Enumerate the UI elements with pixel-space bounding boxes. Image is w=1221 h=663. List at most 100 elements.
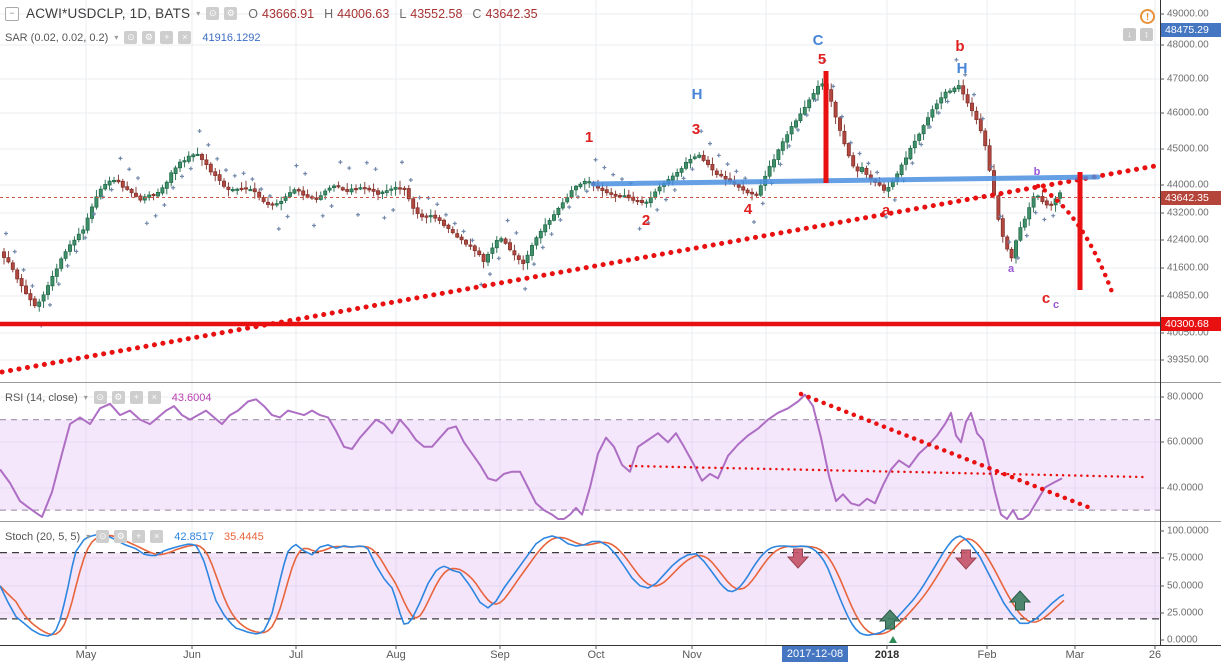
price-axis-label: 40.0000 <box>1167 482 1204 494</box>
collapse-icon[interactable]: − <box>5 6 19 21</box>
axis-marker-icon <box>889 636 897 643</box>
price-badge: 48475.29 <box>1161 23 1221 37</box>
time-axis-label: Jun <box>183 649 201 661</box>
wave-label: H <box>692 86 703 103</box>
price-axis-label: 45000.00 <box>1167 143 1209 155</box>
price-axis-label: 42400.00 <box>1167 234 1209 246</box>
hide-icon[interactable]: ⊙ <box>93 391 107 404</box>
rsi-value: 43.6004 <box>171 391 212 404</box>
wave-label: 2 <box>642 212 650 229</box>
price-axis-label: 43200.00 <box>1167 207 1209 219</box>
price-axis-label: 46000.00 <box>1167 107 1209 119</box>
time-axis-label: Nov <box>682 649 702 661</box>
symbol-legend: − ACWI*USDCLP, 1D, BATS ▾ ⊙ ⚙ O 43666.91… <box>5 6 538 21</box>
price-axis-label: 49000.00 <box>1167 8 1209 20</box>
close-icon[interactable]: × <box>147 391 161 404</box>
sar-legend: SAR (0.02, 0.02, 0.2) ▾ ⊙ ⚙ + × 41916.12… <box>5 31 260 44</box>
settings-icon[interactable]: ⚙ <box>142 31 156 44</box>
hide-icon[interactable]: ⊙ <box>124 31 138 44</box>
sar-caret-icon[interactable]: ▾ <box>114 33 119 42</box>
symbol-title[interactable]: ACWI*USDCLP, 1D, BATS <box>26 6 191 21</box>
close-icon[interactable]: × <box>150 530 164 543</box>
time-axis-label: Sep <box>490 649 510 661</box>
stoch-d-value: 35.4445 <box>224 530 264 543</box>
time-axis-label: Aug <box>386 649 406 661</box>
time-axis-label: Feb <box>977 649 997 661</box>
wave-label: b <box>955 38 964 55</box>
stoch-legend: Stoch (20, 5, 5) ▾ ⊙ ⚙ + × 42.8517 35.44… <box>5 530 264 543</box>
scale-reset-icon[interactable]: ↕ <box>1140 28 1153 41</box>
selected-date-badge: 2017-12-08 <box>782 646 848 662</box>
wave-label: 4 <box>744 201 753 218</box>
wave-label: a <box>1008 263 1015 275</box>
time-axis-label: Jul <box>288 649 304 661</box>
price-badge: 43642.35 <box>1161 191 1221 205</box>
hide-icon[interactable]: ⊙ <box>96 530 110 543</box>
drawings-layer <box>0 71 1160 375</box>
price-badge: 40300.68 <box>1161 317 1221 331</box>
wave-label: H <box>957 60 968 77</box>
price-axis-label: 60.0000 <box>1167 436 1204 448</box>
price-axis-label: 75.0000 <box>1167 552 1204 564</box>
wave-label: a <box>882 202 891 219</box>
close-icon[interactable]: × <box>178 31 192 44</box>
signal-arrow-down <box>954 549 978 570</box>
frame-layer <box>0 0 1221 649</box>
price-axis-label: 48000.00 <box>1167 39 1209 51</box>
sar-value: 41916.1292 <box>202 31 261 44</box>
wave-label: c <box>1042 290 1050 307</box>
stoch-k-value: 42.8517 <box>174 530 214 543</box>
price-axis-label: 39350.00 <box>1167 354 1209 366</box>
close-label: C <box>472 6 482 21</box>
stoch-layer <box>0 534 1065 637</box>
scale-down-icon[interactable]: ↓ <box>1123 28 1136 41</box>
time-axis-label: Mar <box>1065 649 1085 661</box>
settings-icon[interactable]: ⚙ <box>224 7 238 20</box>
time-axis-label: Oct <box>587 649 605 661</box>
settings-icon[interactable]: ⚙ <box>111 391 125 404</box>
time-axis-label: May <box>75 649 97 661</box>
price-axis-label: 44000.00 <box>1167 179 1209 191</box>
rsi-title[interactable]: RSI (14, close) <box>5 391 78 404</box>
price-axis-label: 47000.00 <box>1167 73 1209 85</box>
low-value: 43552.58 <box>410 6 463 21</box>
rsi-legend: RSI (14, close) ▾ ⊙ ⚙ + × 43.6004 <box>5 391 212 404</box>
data-warning-icon[interactable]: ! <box>1140 9 1155 24</box>
price-axis-label: 50.0000 <box>1167 580 1204 592</box>
high-value: 44006.63 <box>337 6 390 21</box>
time-axis-label: 26 <box>1148 649 1162 661</box>
price-axis-label: 25.0000 <box>1167 607 1204 619</box>
price-axis-label: 40850.00 <box>1167 290 1209 302</box>
open-value: 43666.91 <box>262 6 315 21</box>
wave-label: 5 <box>818 51 826 68</box>
candles-layer <box>2 78 1062 312</box>
settings-icon[interactable]: ⚙ <box>114 530 128 543</box>
price-axis-label: 41600.00 <box>1167 262 1209 274</box>
symbol-caret-icon[interactable]: ▾ <box>196 9 201 18</box>
signal-arrow-up <box>878 609 902 630</box>
stoch-title[interactable]: Stoch (20, 5, 5) <box>5 530 81 543</box>
price-axis-label: 100.0000 <box>1167 525 1209 537</box>
stoch-caret-icon[interactable]: ▾ <box>86 532 91 541</box>
wave-label: 3 <box>692 121 700 138</box>
hide-icon[interactable]: ⊙ <box>206 7 220 20</box>
high-label: H <box>324 6 334 21</box>
add-icon[interactable]: + <box>129 391 143 404</box>
low-label: L <box>399 6 407 21</box>
rsi-caret-icon[interactable]: ▾ <box>83 393 88 402</box>
wave-label: c <box>1053 299 1059 311</box>
sar-title[interactable]: SAR (0.02, 0.02, 0.2) <box>5 31 109 44</box>
wave-label: b <box>1034 166 1041 178</box>
add-icon[interactable]: + <box>132 530 146 543</box>
wave-label: 1 <box>585 129 593 146</box>
price-axis-label: 80.0000 <box>1167 391 1204 403</box>
signal-arrow-down <box>786 548 810 569</box>
open-label: O <box>248 6 258 21</box>
rsi-layer <box>0 391 1145 520</box>
price-axis-label: 40050.00 <box>1167 327 1209 339</box>
bands-layer <box>0 419 1160 620</box>
add-icon[interactable]: + <box>160 31 174 44</box>
